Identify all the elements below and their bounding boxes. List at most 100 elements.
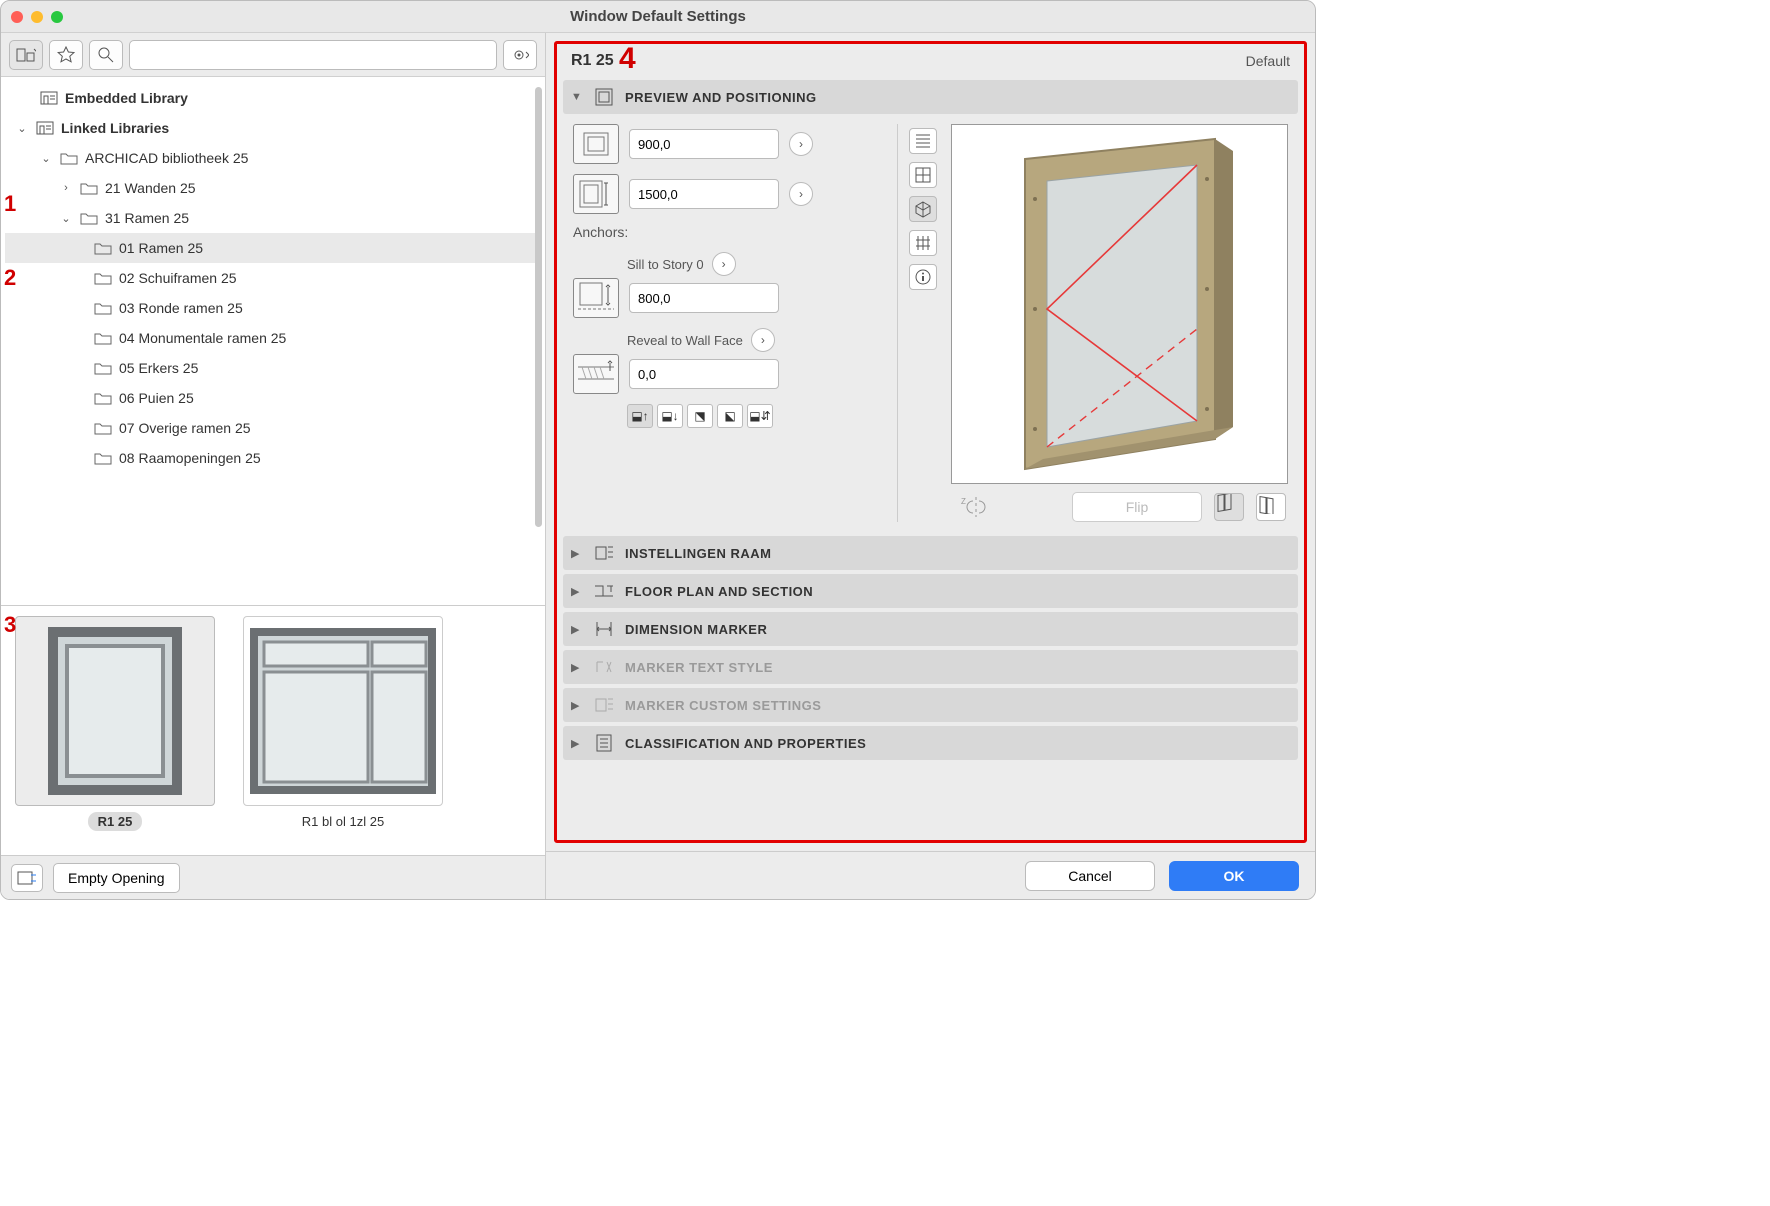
default-label: Default bbox=[1246, 53, 1290, 69]
tree-row-linked[interactable]: ⌄ Linked Libraries bbox=[5, 113, 541, 143]
anchors-label: Anchors: bbox=[573, 224, 883, 240]
view-mode-plan[interactable] bbox=[909, 162, 937, 188]
tree-row-item[interactable]: 05 Erkers 25 bbox=[5, 353, 541, 383]
folder-icon bbox=[93, 360, 113, 376]
library-tree[interactable]: 1 2 Embedded Library ⌄ Linked Libraries … bbox=[1, 77, 545, 605]
thumbnail-pane: 3 R1 25 bbox=[1, 605, 545, 855]
folder-icon bbox=[93, 330, 113, 346]
reveal-label: Reveal to Wall Face bbox=[627, 333, 743, 348]
tree-label: Linked Libraries bbox=[61, 120, 169, 136]
sill-label: Sill to Story 0 bbox=[627, 257, 704, 272]
panel-label: INSTELLINGEN RAAM bbox=[625, 546, 771, 561]
selected-object-name: R1 25 bbox=[571, 52, 614, 70]
library-manager-button[interactable] bbox=[11, 864, 43, 892]
anchor-toggle-2[interactable]: ⬓↓ bbox=[657, 404, 683, 428]
reveal-options-button[interactable]: › bbox=[751, 328, 775, 352]
height-options-button[interactable]: › bbox=[789, 182, 813, 206]
folder-icon bbox=[79, 210, 99, 226]
annotation-1: 1 bbox=[4, 191, 16, 217]
disclosure-icon[interactable]: › bbox=[59, 182, 73, 194]
panel-icon bbox=[593, 86, 615, 108]
opening-direction-b[interactable] bbox=[1256, 493, 1286, 521]
tree-row-item[interactable]: 03 Ronde ramen 25 bbox=[5, 293, 541, 323]
sill-input[interactable] bbox=[629, 283, 779, 313]
panel-header-floorplan[interactable]: ▶ FLOOR PLAN AND SECTION bbox=[563, 574, 1298, 608]
view-mode-elevation[interactable] bbox=[909, 128, 937, 154]
tree-row-wanden[interactable]: › 21 Wanden 25 bbox=[5, 173, 541, 203]
settings-gear-button[interactable] bbox=[503, 40, 537, 70]
anchor-toggle-4[interactable]: ⬕ bbox=[717, 404, 743, 428]
tree-label: 31 Ramen 25 bbox=[105, 210, 189, 226]
tree-row-item[interactable]: 04 Monumentale ramen 25 bbox=[5, 323, 541, 353]
width-options-button[interactable]: › bbox=[789, 132, 813, 156]
panel-label: PREVIEW AND POSITIONING bbox=[625, 90, 817, 105]
search-button[interactable] bbox=[89, 40, 123, 70]
library-icon bbox=[35, 120, 55, 136]
preview-3d-canvas[interactable] bbox=[951, 124, 1288, 484]
thumbnail-item[interactable]: R1 25 bbox=[15, 616, 215, 831]
tree-label: 06 Puien 25 bbox=[119, 390, 194, 406]
tree-row-item[interactable]: 06 Puien 25 bbox=[5, 383, 541, 413]
empty-opening-button[interactable]: Empty Opening bbox=[53, 863, 180, 893]
tree-scrollbar[interactable] bbox=[535, 87, 542, 527]
tree-row-item[interactable]: 07 Overige ramen 25 bbox=[5, 413, 541, 443]
tree-label: 02 Schuiframen 25 bbox=[119, 270, 237, 286]
tree-row-item[interactable]: 01 Ramen 25 bbox=[5, 233, 541, 263]
tree-label: 01 Ramen 25 bbox=[119, 240, 203, 256]
panel-header-instellingen[interactable]: ▶ INSTELLINGEN RAAM bbox=[563, 536, 1298, 570]
folder-icon bbox=[93, 300, 113, 316]
thumbnail-preview bbox=[15, 616, 215, 806]
panel-icon bbox=[593, 542, 615, 564]
disclosure-icon: ▶ bbox=[571, 623, 583, 636]
thumbnail-item[interactable]: R1 bl ol 1zl 25 bbox=[243, 616, 443, 831]
reveal-input[interactable] bbox=[629, 359, 779, 389]
annotation-3: 3 bbox=[4, 612, 16, 638]
anchor-toggle-1[interactable]: ⬓↑ bbox=[627, 404, 653, 428]
disclosure-icon: ▼ bbox=[571, 91, 583, 103]
width-input[interactable] bbox=[629, 129, 779, 159]
sill-icon bbox=[573, 278, 619, 318]
view-mode-section[interactable] bbox=[909, 230, 937, 256]
panel-header-classification[interactable]: ▶ CLASSIFICATION AND PROPERTIES bbox=[563, 726, 1298, 760]
tree-label: 21 Wanden 25 bbox=[105, 180, 196, 196]
thumbnail-caption: R1 bl ol 1zl 25 bbox=[292, 812, 394, 831]
folder-icon bbox=[93, 450, 113, 466]
disclosure-icon: ▶ bbox=[571, 585, 583, 598]
sill-options-button[interactable]: › bbox=[712, 252, 736, 276]
opening-direction-a[interactable] bbox=[1214, 493, 1244, 521]
panel-header-marker-custom: ▶ MARKER CUSTOM SETTINGS bbox=[563, 688, 1298, 722]
tree-row-item[interactable]: 08 Raamopeningen 25 bbox=[5, 443, 541, 473]
disclosure-icon[interactable]: ⌄ bbox=[15, 122, 29, 135]
panel-header-preview[interactable]: ▼ PREVIEW AND POSITIONING bbox=[563, 80, 1298, 114]
view-mode-3d[interactable] bbox=[909, 196, 937, 222]
anchor-toggle-5[interactable]: ⬓⇵ bbox=[747, 404, 773, 428]
panel-header-dimension[interactable]: ▶ DIMENSION MARKER bbox=[563, 612, 1298, 646]
height-icon bbox=[573, 174, 619, 214]
height-input[interactable] bbox=[629, 179, 779, 209]
tree-label: 07 Overige ramen 25 bbox=[119, 420, 251, 436]
width-icon bbox=[573, 124, 619, 164]
favorites-button[interactable] bbox=[49, 40, 83, 70]
thumbnail-caption: R1 25 bbox=[88, 812, 143, 831]
library-view-button[interactable] bbox=[9, 40, 43, 70]
anchor-type-toggles: ⬓↑ ⬓↓ ⬔ ⬕ ⬓⇵ bbox=[627, 404, 883, 428]
left-toolbar bbox=[1, 33, 545, 77]
tree-row-ramen[interactable]: ⌄ 31 Ramen 25 bbox=[5, 203, 541, 233]
anchor-toggle-3[interactable]: ⬔ bbox=[687, 404, 713, 428]
svg-text:Z: Z bbox=[961, 497, 966, 506]
tree-row-embedded[interactable]: Embedded Library bbox=[5, 83, 541, 113]
tree-row-archicad[interactable]: ⌄ ARCHICAD bibliotheek 25 bbox=[5, 143, 541, 173]
panel-icon bbox=[593, 656, 615, 678]
disclosure-icon[interactable]: ⌄ bbox=[39, 152, 53, 165]
tree-row-item[interactable]: 02 Schuiframen 25 bbox=[5, 263, 541, 293]
flip-button[interactable]: Flip bbox=[1072, 492, 1202, 522]
thumbnail-preview bbox=[243, 616, 443, 806]
panel-icon bbox=[593, 694, 615, 716]
disclosure-icon[interactable]: ⌄ bbox=[59, 212, 73, 225]
ok-button[interactable]: OK bbox=[1169, 861, 1299, 891]
cancel-button[interactable]: Cancel bbox=[1025, 861, 1155, 891]
view-info-button[interactable] bbox=[909, 264, 937, 290]
search-input[interactable] bbox=[129, 40, 497, 70]
folder-icon bbox=[59, 150, 79, 166]
folder-icon bbox=[93, 390, 113, 406]
